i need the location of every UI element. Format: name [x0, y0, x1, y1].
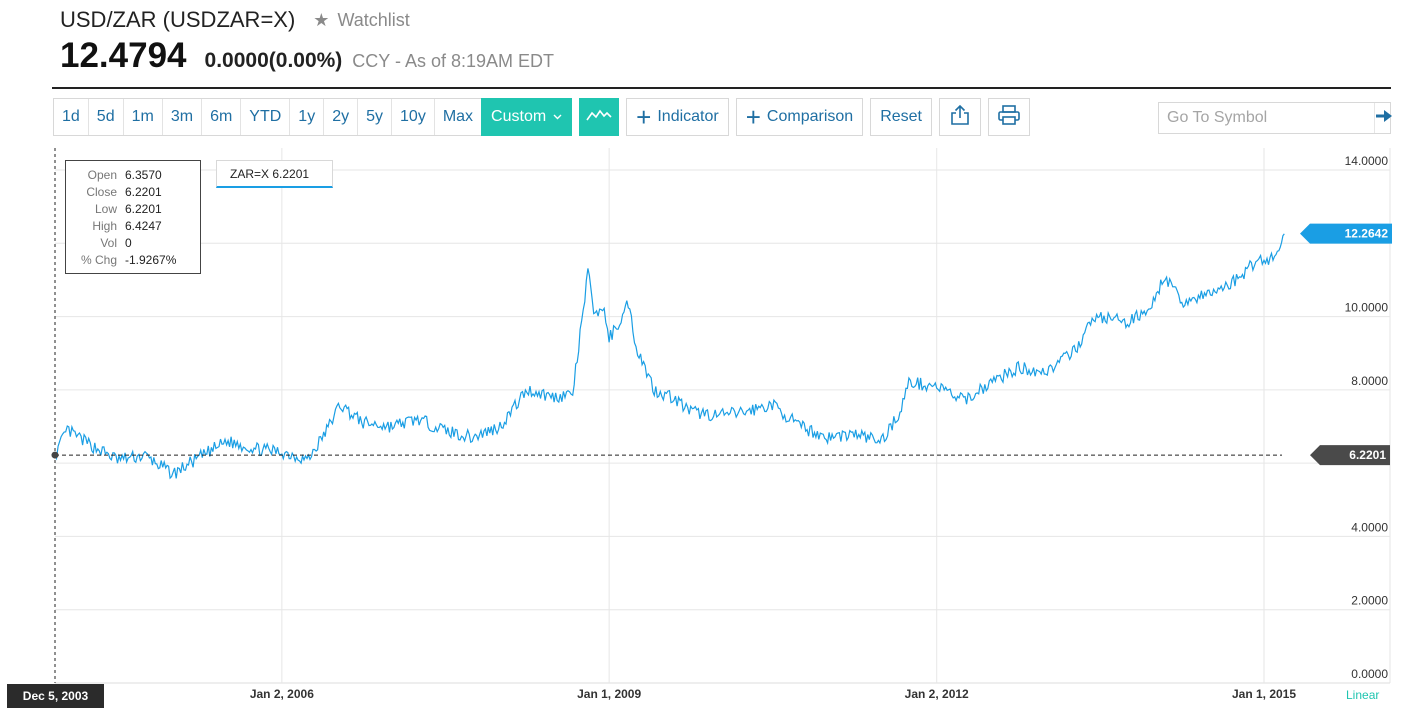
x-tick-label: Jan 2, 2006 [250, 687, 314, 701]
crosshair-value-label: 6.2201 [1349, 448, 1386, 462]
indicator-button[interactable]: + Indicator [626, 98, 729, 136]
y-tick-label: 4.0000 [1351, 520, 1388, 534]
range-1m[interactable]: 1m [123, 99, 163, 135]
y-tick-label: 2.0000 [1351, 594, 1388, 608]
ohlc-tooltip: Open 6.3570 Close 6.2201 Low 6.2201 High 6.4… [65, 160, 201, 274]
comparison-button[interactable]: + Comparison [735, 98, 864, 136]
range-3m[interactable]: 3m [162, 99, 203, 135]
comparison-label: Comparison [766, 108, 854, 125]
quote-header: USD/ZAR (USDZAR=X) ★ Watchlist 12.4794 0… [60, 6, 554, 76]
chart-type-button[interactable] [579, 98, 620, 136]
y-tick-label: 14.0000 [1345, 154, 1389, 168]
y-axis: 14.0000 10.0000 8.0000 4.0000 2.0000 0.0000 [1345, 154, 1389, 681]
price-chart[interactable]: 14.0000 10.0000 8.0000 4.0000 2.0000 0.0000 J… [0, 145, 1408, 717]
chevron-down-icon [553, 111, 562, 123]
crosshair-point [51, 451, 59, 459]
print-button[interactable] [987, 98, 1030, 136]
info-row-pct-change: % Chg -1.9267% [80, 253, 177, 267]
watchlist-button[interactable]: ★ Watchlist [313, 10, 409, 31]
go-to-symbol [1158, 102, 1393, 134]
y-tick-label: 10.0000 [1345, 301, 1389, 315]
range-5d[interactable]: 5d [88, 99, 124, 135]
price-change: 0.0000(0.00%) [205, 49, 343, 73]
symbol-search-input[interactable] [1159, 103, 1374, 133]
range-ytd[interactable]: YTD [241, 99, 291, 135]
header-divider [52, 87, 1391, 89]
change-percent: (0.00%) [268, 49, 343, 72]
crosshair-date-label: Dec 5, 2003 [7, 684, 104, 708]
x-tick-label: Jan 1, 2009 [577, 687, 641, 701]
range-5y[interactable]: 5y [358, 99, 393, 135]
range-selector: 1d 5d 1m 3m 6m YTD 1y 2y 5y 10y Max [53, 98, 483, 136]
y-tick-label: 8.0000 [1351, 374, 1388, 388]
range-1d[interactable]: 1d [54, 99, 89, 135]
share-icon [950, 104, 970, 131]
reset-button[interactable]: Reset [870, 98, 932, 136]
change-value: 0.0000 [204, 49, 269, 72]
x-tick-label: Jan 2, 2012 [905, 687, 969, 701]
info-row-high: High 6.4247 [92, 219, 162, 233]
print-icon [997, 104, 1021, 131]
info-row-low: Low 6.2201 [94, 202, 162, 216]
scale-type-toggle[interactable]: Linear [1346, 688, 1380, 702]
range-max[interactable]: Max [434, 99, 482, 135]
chart-series [54, 233, 1285, 480]
chart-markers: 6.2201 12.2642 [51, 148, 1392, 683]
last-price-flag [1300, 223, 1392, 244]
range-1y[interactable]: 1y [290, 99, 325, 135]
info-row-volume: Vol 0 [100, 236, 132, 250]
chart-toolbar: 1d 5d 1m 3m 6m YTD 1y 2y 5y 10y Max Cust… [53, 98, 1030, 136]
series-legend[interactable]: ZAR=X 6.2201 [216, 160, 333, 188]
reset-label: Reset [880, 108, 922, 125]
as-of-timestamp: CCY - As of 8:19AM EDT [352, 51, 555, 71]
chart-grid [55, 148, 1391, 684]
go-button[interactable] [1374, 103, 1393, 133]
crosshair-value-flag [1310, 445, 1390, 466]
legend-label: ZAR=X 6.2201 [230, 166, 310, 181]
custom-range-label: Custom [491, 108, 547, 125]
info-row-open: Open 6.3570 [87, 168, 162, 182]
price-line [54, 233, 1285, 480]
watchlist-label: Watchlist [337, 9, 410, 30]
plus-icon: + [745, 102, 761, 132]
last-price-label: 12.2642 [1345, 227, 1389, 241]
range-6m[interactable]: 6m [202, 99, 242, 135]
range-10y[interactable]: 10y [392, 99, 435, 135]
star-icon: ★ [313, 9, 330, 30]
line-chart-icon [586, 108, 612, 127]
indicator-label: Indicator [657, 108, 719, 125]
current-price: 12.4794 [60, 36, 187, 75]
custom-range-button[interactable]: Custom [481, 98, 573, 136]
share-button[interactable] [938, 98, 981, 136]
y-tick-label: 0.0000 [1351, 667, 1388, 681]
arrow-right-icon [1375, 109, 1393, 128]
x-tick-label: Jan 1, 2015 [1232, 687, 1296, 701]
range-2y[interactable]: 2y [324, 99, 359, 135]
x-axis: Jan 2, 2006 Jan 1, 2009 Jan 2, 2012 Jan 1, … [250, 687, 1297, 701]
info-row-close: Close 6.2201 [86, 185, 162, 199]
symbol-title: USD/ZAR (USDZAR=X) [60, 7, 296, 32]
plus-icon: + [636, 102, 652, 132]
